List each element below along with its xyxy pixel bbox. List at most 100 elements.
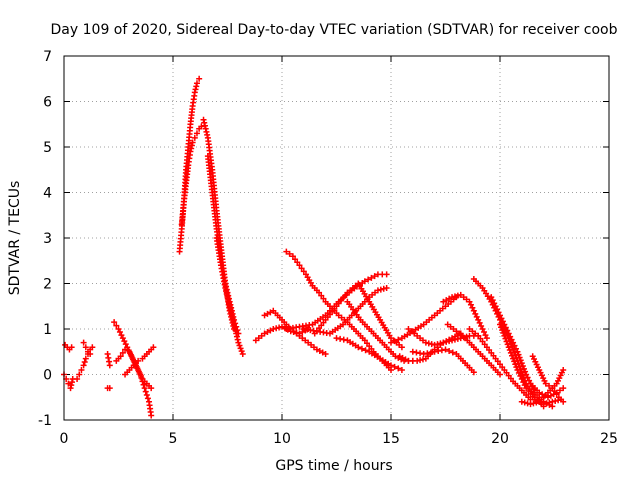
data-point-interp <box>380 285 387 292</box>
data-point-interp <box>449 349 456 356</box>
data-point <box>82 355 89 362</box>
data-point-interp <box>286 250 293 257</box>
series-s12 <box>200 116 238 332</box>
data-point-interp <box>546 399 553 406</box>
data-point <box>106 362 113 369</box>
data-point-interp <box>520 365 527 372</box>
data-point <box>80 339 87 346</box>
data-point-interp <box>419 356 426 363</box>
data-point-interp <box>515 351 522 358</box>
y-tick-label: 2 <box>43 277 52 293</box>
data-point <box>135 366 142 373</box>
series-s3 <box>74 344 96 383</box>
data-point <box>431 348 438 355</box>
data-point-interp <box>451 293 458 300</box>
data-point <box>82 344 89 351</box>
data-point <box>398 344 405 351</box>
data-point-interp <box>300 268 307 275</box>
data-point-interp <box>434 341 441 348</box>
data-point <box>470 369 477 376</box>
series-s32 <box>497 321 565 408</box>
data-point-interp <box>522 368 529 375</box>
data-point-interp <box>526 377 533 384</box>
data-point-interp <box>533 399 540 406</box>
data-point-interp <box>467 301 474 308</box>
data-point-interp <box>489 297 496 304</box>
data-point-interp <box>482 332 489 339</box>
data-point <box>514 366 521 373</box>
data-point-interp <box>481 329 488 336</box>
data-point <box>505 344 512 351</box>
chart-title: Day 109 of 2020, Sidereal Day-to-day VTE… <box>51 22 618 38</box>
data-point-interp <box>507 333 514 340</box>
data-point-interp <box>495 309 502 316</box>
data-point-interp <box>358 345 365 352</box>
data-point-interp <box>556 387 563 394</box>
data-point-interp <box>517 357 524 364</box>
data-point <box>540 401 547 408</box>
data-point-interp <box>116 329 123 336</box>
data-point <box>388 339 394 346</box>
data-point-interp <box>506 347 513 354</box>
x-tick-label: 15 <box>382 431 400 447</box>
data-point <box>466 298 473 305</box>
data-point-interp <box>511 342 518 349</box>
data-point <box>193 130 200 137</box>
data-point-interp <box>524 374 531 381</box>
data-point <box>542 380 549 387</box>
data-point-interp <box>238 348 245 355</box>
y-tick-label: -1 <box>38 413 52 429</box>
data-point <box>549 398 556 405</box>
data-point-interp <box>113 322 120 329</box>
data-point-interp <box>520 379 527 386</box>
data-point-interp <box>438 347 445 354</box>
data-point-interp <box>503 338 510 345</box>
x-tick-label: 10 <box>273 431 291 447</box>
data-point-interp <box>518 376 525 383</box>
data-point <box>189 139 196 146</box>
data-point-interp <box>365 276 372 283</box>
data-point-interp <box>391 338 398 345</box>
data-point-interp <box>504 327 511 334</box>
data-point-interp <box>294 259 301 266</box>
data-point <box>289 253 296 260</box>
y-tick-label: 4 <box>43 186 52 202</box>
data-point-interp <box>318 292 325 299</box>
data-point <box>442 346 449 353</box>
data-point-interp <box>500 329 507 336</box>
data-point <box>483 335 490 342</box>
data-point <box>68 344 75 351</box>
series-s8 <box>113 346 155 392</box>
data-point <box>514 348 521 355</box>
data-point-interp <box>136 369 143 376</box>
data-point <box>78 366 85 373</box>
data-point-interp <box>517 373 524 380</box>
data-point <box>560 398 567 405</box>
data-point <box>560 385 567 392</box>
series-s13 <box>204 153 242 337</box>
data-point-interp <box>427 349 434 356</box>
data-point <box>388 362 394 369</box>
data-point-interp <box>140 381 147 388</box>
data-point-interp <box>515 369 522 376</box>
data-point <box>322 351 329 358</box>
data-point-interp <box>494 306 501 313</box>
series-s20 <box>311 280 405 351</box>
series-s5 <box>104 385 113 392</box>
data-point <box>505 330 512 337</box>
series-s26 <box>409 346 477 376</box>
data-point <box>87 351 94 358</box>
data-point-interp <box>552 398 559 405</box>
data-point <box>126 348 133 355</box>
data-point <box>141 385 148 392</box>
data-point-interp <box>519 362 526 369</box>
data-point-interp <box>510 355 517 362</box>
axis-ticks: 0 5 10 15 20 25 -1 0 1 2 3 4 5 6 7 <box>38 49 618 447</box>
series-s2 <box>62 341 75 353</box>
data-point-interp <box>371 273 378 280</box>
y-tick-label: 0 <box>43 368 52 384</box>
data-point <box>150 344 157 351</box>
data-point-interp <box>498 324 505 331</box>
plot-frame <box>63 55 610 421</box>
